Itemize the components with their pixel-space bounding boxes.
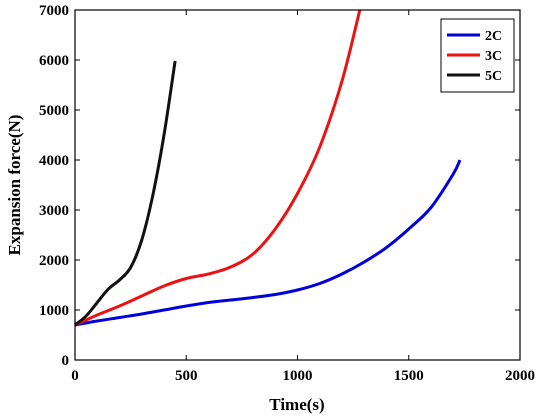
series-line-3c <box>74 9 362 327</box>
legend: 2C 3C 5C <box>440 18 515 93</box>
y-tick-label: 3000 <box>39 203 69 219</box>
y-axis-ticks: 0 1000 2000 3000 4000 5000 6000 7000 <box>39 3 520 369</box>
x-axis-label: Time(s) <box>269 395 324 414</box>
x-tick-label: 0 <box>71 368 79 384</box>
x-tick-label: 2000 <box>505 368 535 384</box>
series-line-5c <box>74 60 177 327</box>
y-tick-label: 4000 <box>39 153 69 169</box>
x-axis-ticks: 0 500 1000 1500 2000 <box>71 10 535 384</box>
plot-lines <box>74 9 462 327</box>
series-line-2c <box>74 159 462 327</box>
x-tick-label: 1500 <box>394 368 424 384</box>
x-tick-label: 1000 <box>283 368 313 384</box>
legend-label-5c: 5C <box>485 69 502 84</box>
y-tick-label: 1000 <box>39 303 69 319</box>
legend-label-2c: 2C <box>485 29 502 44</box>
y-tick-label: 6000 <box>39 53 69 69</box>
y-tick-label: 0 <box>62 353 70 369</box>
y-tick-label: 2000 <box>39 253 69 269</box>
legend-label-3c: 3C <box>485 49 502 64</box>
y-tick-label: 7000 <box>39 3 69 19</box>
x-tick-label: 500 <box>175 368 198 384</box>
y-axis-label: Expansion force(N) <box>5 115 24 256</box>
y-tick-label: 5000 <box>39 103 69 119</box>
